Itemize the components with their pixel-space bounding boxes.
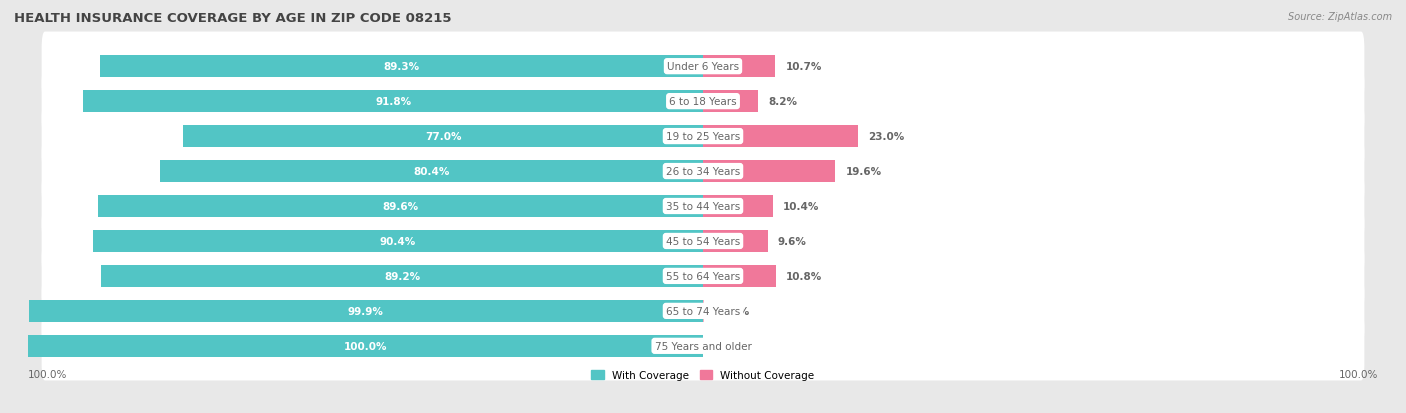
Text: Under 6 Years: Under 6 Years xyxy=(666,62,740,72)
Legend: With Coverage, Without Coverage: With Coverage, Without Coverage xyxy=(588,367,818,383)
Text: 0.0%: 0.0% xyxy=(713,341,742,351)
Text: 100.0%: 100.0% xyxy=(28,369,67,379)
Bar xyxy=(703,56,775,78)
Text: 99.9%: 99.9% xyxy=(347,306,384,316)
Bar xyxy=(98,196,703,217)
FancyBboxPatch shape xyxy=(42,67,1364,136)
Text: 89.2%: 89.2% xyxy=(384,271,420,281)
Text: 55 to 64 Years: 55 to 64 Years xyxy=(666,271,740,281)
Text: 9.6%: 9.6% xyxy=(778,236,807,247)
Text: 26 to 34 Years: 26 to 34 Years xyxy=(666,166,740,177)
FancyBboxPatch shape xyxy=(42,172,1364,241)
Text: 19.6%: 19.6% xyxy=(845,166,882,177)
Text: 89.3%: 89.3% xyxy=(384,62,420,72)
Text: 65 to 74 Years: 65 to 74 Years xyxy=(666,306,740,316)
Bar xyxy=(703,161,835,183)
Bar xyxy=(703,91,758,113)
Text: HEALTH INSURANCE COVERAGE BY AGE IN ZIP CODE 08215: HEALTH INSURANCE COVERAGE BY AGE IN ZIP … xyxy=(14,12,451,25)
Text: 23.0%: 23.0% xyxy=(869,132,904,142)
Text: 19 to 25 Years: 19 to 25 Years xyxy=(666,132,740,142)
Bar xyxy=(28,335,703,357)
Text: 90.4%: 90.4% xyxy=(380,236,416,247)
Text: 89.6%: 89.6% xyxy=(382,202,419,211)
FancyBboxPatch shape xyxy=(42,242,1364,311)
Text: 100.0%: 100.0% xyxy=(1339,369,1378,379)
Text: Source: ZipAtlas.com: Source: ZipAtlas.com xyxy=(1288,12,1392,22)
Text: 75 Years and older: 75 Years and older xyxy=(655,341,751,351)
FancyBboxPatch shape xyxy=(42,277,1364,346)
Bar xyxy=(101,266,703,287)
Text: 80.4%: 80.4% xyxy=(413,166,450,177)
Text: 0.12%: 0.12% xyxy=(714,306,751,316)
FancyBboxPatch shape xyxy=(42,311,1364,380)
Text: 6 to 18 Years: 6 to 18 Years xyxy=(669,97,737,107)
Text: 10.8%: 10.8% xyxy=(786,271,823,281)
Bar xyxy=(100,56,703,78)
Bar xyxy=(93,230,703,252)
Bar xyxy=(703,266,776,287)
Bar xyxy=(160,161,703,183)
FancyBboxPatch shape xyxy=(42,207,1364,276)
FancyBboxPatch shape xyxy=(42,33,1364,102)
Text: 35 to 44 Years: 35 to 44 Years xyxy=(666,202,740,211)
Bar xyxy=(183,126,703,147)
Bar xyxy=(28,300,703,322)
FancyBboxPatch shape xyxy=(42,102,1364,171)
Text: 91.8%: 91.8% xyxy=(375,97,412,107)
Text: 77.0%: 77.0% xyxy=(425,132,461,142)
Text: 10.4%: 10.4% xyxy=(783,202,820,211)
Text: 8.2%: 8.2% xyxy=(769,97,797,107)
Bar xyxy=(703,196,773,217)
Bar xyxy=(703,230,768,252)
Text: 100.0%: 100.0% xyxy=(344,341,387,351)
Bar xyxy=(703,126,858,147)
FancyBboxPatch shape xyxy=(42,137,1364,206)
Text: 10.7%: 10.7% xyxy=(786,62,821,72)
Bar xyxy=(83,91,703,113)
Text: 45 to 54 Years: 45 to 54 Years xyxy=(666,236,740,247)
